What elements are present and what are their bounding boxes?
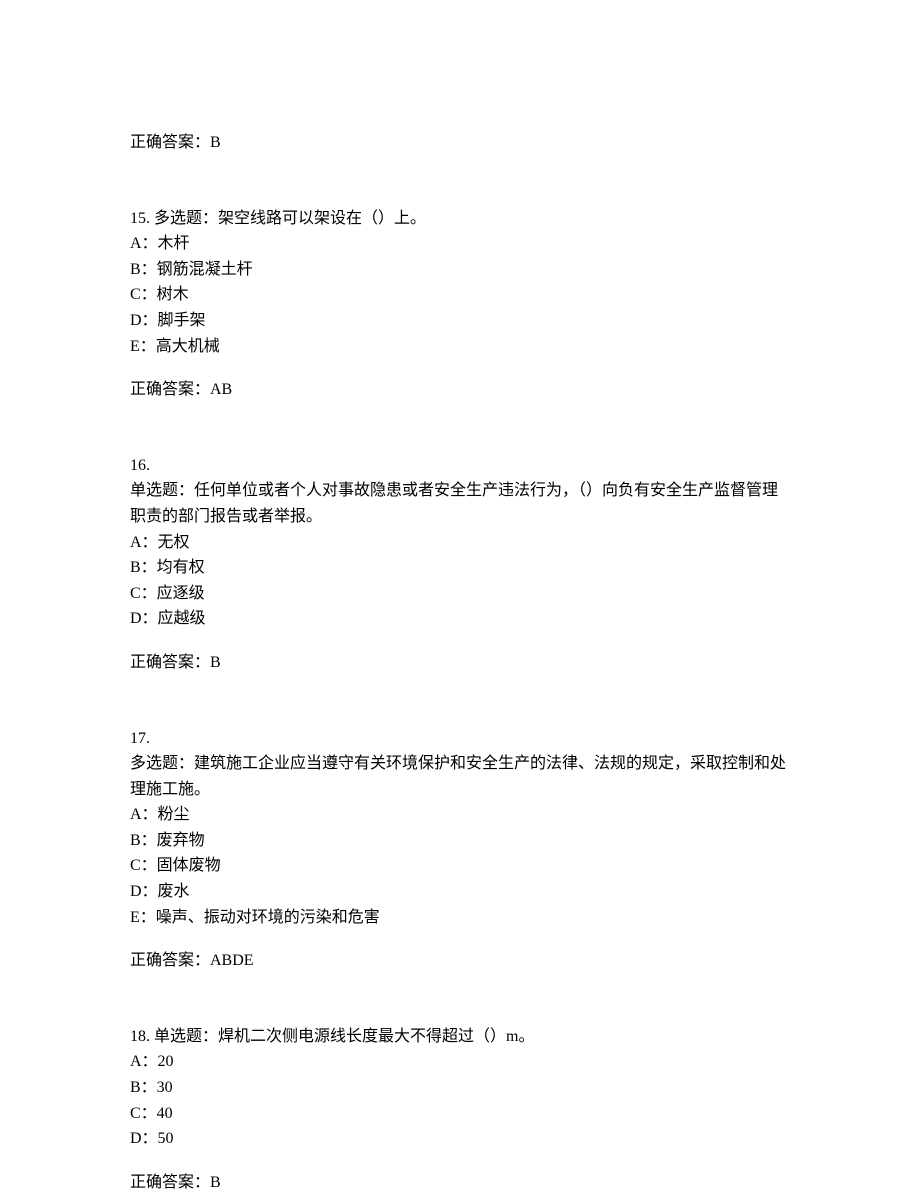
question-18: 18. 单选题：焊机二次侧电源线长度最大不得超过（）m。 A：20 B：30 C… [130, 1024, 790, 1195]
question-18-stem: 单选题：焊机二次侧电源线长度最大不得超过（）m。 [154, 1028, 534, 1045]
question-16-option-b: B：均有权 [130, 555, 790, 581]
question-15-option-c: C：树木 [130, 282, 790, 308]
question-17-option-c: C：固体废物 [130, 853, 790, 879]
question-17-stem: 多选题：建筑施工企业应当遵守有关环境保护和安全生产的法律、法规的规定，采取控制和… [130, 751, 790, 802]
question-15-number: 15. [130, 210, 154, 227]
question-18-option-c: C：40 [130, 1101, 790, 1127]
question-17-option-d: D：废水 [130, 879, 790, 905]
question-15-answer: 正确答案：AB [130, 377, 790, 403]
question-15-option-e: E：高大机械 [130, 334, 790, 360]
question-17-option-a: A：粉尘 [130, 802, 790, 828]
question-16-option-a: A：无权 [130, 530, 790, 556]
question-15: 15. 多选题：架空线路可以架设在（）上。 A：木杆 B：钢筋混凝土杆 C：树木… [130, 206, 790, 403]
question-18-stem-line: 18. 单选题：焊机二次侧电源线长度最大不得超过（）m。 [130, 1024, 790, 1050]
question-17-option-b: B：废弃物 [130, 828, 790, 854]
question-17: 17. 多选题：建筑施工企业应当遵守有关环境保护和安全生产的法律、法规的规定，采… [130, 726, 790, 974]
question-18-number: 18. [130, 1028, 154, 1045]
question-15-stem-line: 15. 多选题：架空线路可以架设在（）上。 [130, 206, 790, 232]
question-18-option-b: B：30 [130, 1075, 790, 1101]
question-16-answer: 正确答案：B [130, 650, 790, 676]
question-16: 16. 单选题：任何单位或者个人对事故隐患或者安全生产违法行为，（）向负有安全生… [130, 453, 790, 676]
question-15-option-a: A：木杆 [130, 231, 790, 257]
question-16-number: 16. [130, 453, 790, 479]
question-16-option-c: C：应逐级 [130, 581, 790, 607]
question-18-option-a: A：20 [130, 1049, 790, 1075]
question-15-stem: 多选题：架空线路可以架设在（）上。 [154, 210, 426, 227]
question-18-option-d: D：50 [130, 1126, 790, 1152]
question-17-number: 17. [130, 726, 790, 752]
answer-14-text: 正确答案：B [130, 134, 221, 151]
question-17-answer: 正确答案：ABDE [130, 948, 790, 974]
question-16-option-d: D：应越级 [130, 606, 790, 632]
question-18-answer: 正确答案：B [130, 1170, 790, 1195]
question-15-option-d: D：脚手架 [130, 308, 790, 334]
question-17-option-e: E：噪声、振动对环境的污染和危害 [130, 905, 790, 931]
previous-answer: 正确答案：B [130, 130, 790, 156]
question-16-stem: 单选题：任何单位或者个人对事故隐患或者安全生产违法行为，（）向负有安全生产监督管… [130, 478, 790, 529]
question-15-option-b: B：钢筋混凝土杆 [130, 257, 790, 283]
